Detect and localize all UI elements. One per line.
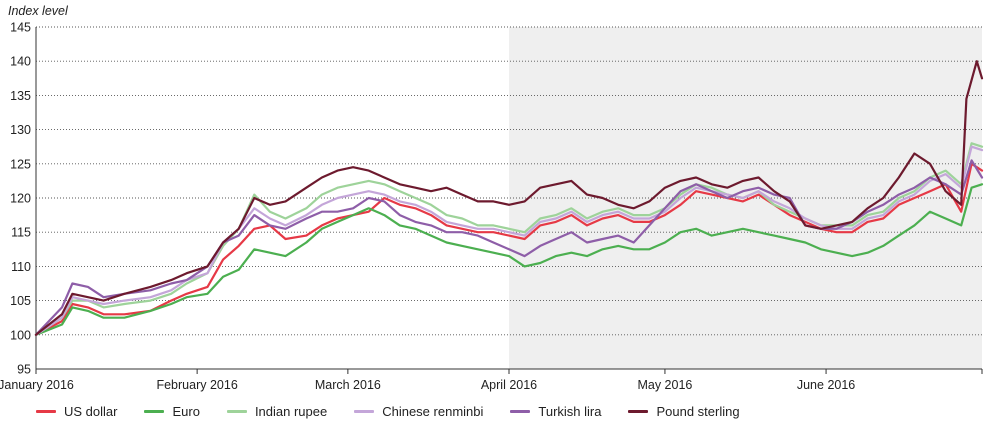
legend-item: Euro xyxy=(144,404,200,419)
y-tick-label: 100 xyxy=(10,328,31,342)
y-tick-label: 115 xyxy=(11,226,31,240)
legend-item: Chinese renminbi xyxy=(354,404,483,419)
x-tick-label: February 2016 xyxy=(156,378,237,392)
legend-item: Turkish lira xyxy=(510,404,601,419)
legend-swatch xyxy=(36,410,56,413)
legend-swatch xyxy=(628,410,649,413)
x-tick-label: April 2016 xyxy=(481,378,537,392)
legend-label: Euro xyxy=(172,404,200,419)
y-tick-label: 135 xyxy=(10,89,31,103)
y-tick-label: 110 xyxy=(11,260,31,274)
series-lines xyxy=(34,60,984,336)
legend-label: Indian rupee xyxy=(254,404,328,419)
y-tick-label: 120 xyxy=(10,192,31,206)
y-tick-label: 130 xyxy=(10,123,31,137)
legend-label: Turkish lira xyxy=(538,404,602,419)
legend-swatch xyxy=(226,410,247,413)
legend: US dollar Euro Indian rupee Chinese renminb… xyxy=(36,404,767,419)
y-tick-label: 145 xyxy=(10,21,31,35)
x-tick-label: May 2016 xyxy=(637,378,692,392)
legend-swatch xyxy=(510,410,531,413)
y-tick-label: 95 xyxy=(17,363,31,377)
x-tick-label: January 2016 xyxy=(0,378,74,392)
legend-swatch xyxy=(354,410,375,413)
legend-item: US dollar xyxy=(36,404,117,419)
x-tick-label: June 2016 xyxy=(797,378,855,392)
legend-label: Pound sterling xyxy=(656,404,740,419)
legend-item: Indian rupee xyxy=(226,404,328,419)
y-tick-label: 125 xyxy=(10,157,31,171)
y-tick-label: 140 xyxy=(10,55,31,69)
series-line-us-dollar xyxy=(34,162,984,336)
legend-item: Pound sterling xyxy=(628,404,740,419)
y-axis-label: Index level xyxy=(8,4,69,18)
axes: 95 100 105 110 115 120 125 130 135 140 145 January … xyxy=(0,21,983,392)
y-tick-label: 105 xyxy=(10,294,31,308)
series-line-euro xyxy=(34,183,984,336)
x-tick-label: March 2016 xyxy=(315,378,381,392)
series-line-pound-sterling xyxy=(34,60,984,336)
legend-label: US dollar xyxy=(64,404,118,419)
legend-label: Chinese renminbi xyxy=(382,404,484,419)
legend-swatch xyxy=(144,410,165,413)
